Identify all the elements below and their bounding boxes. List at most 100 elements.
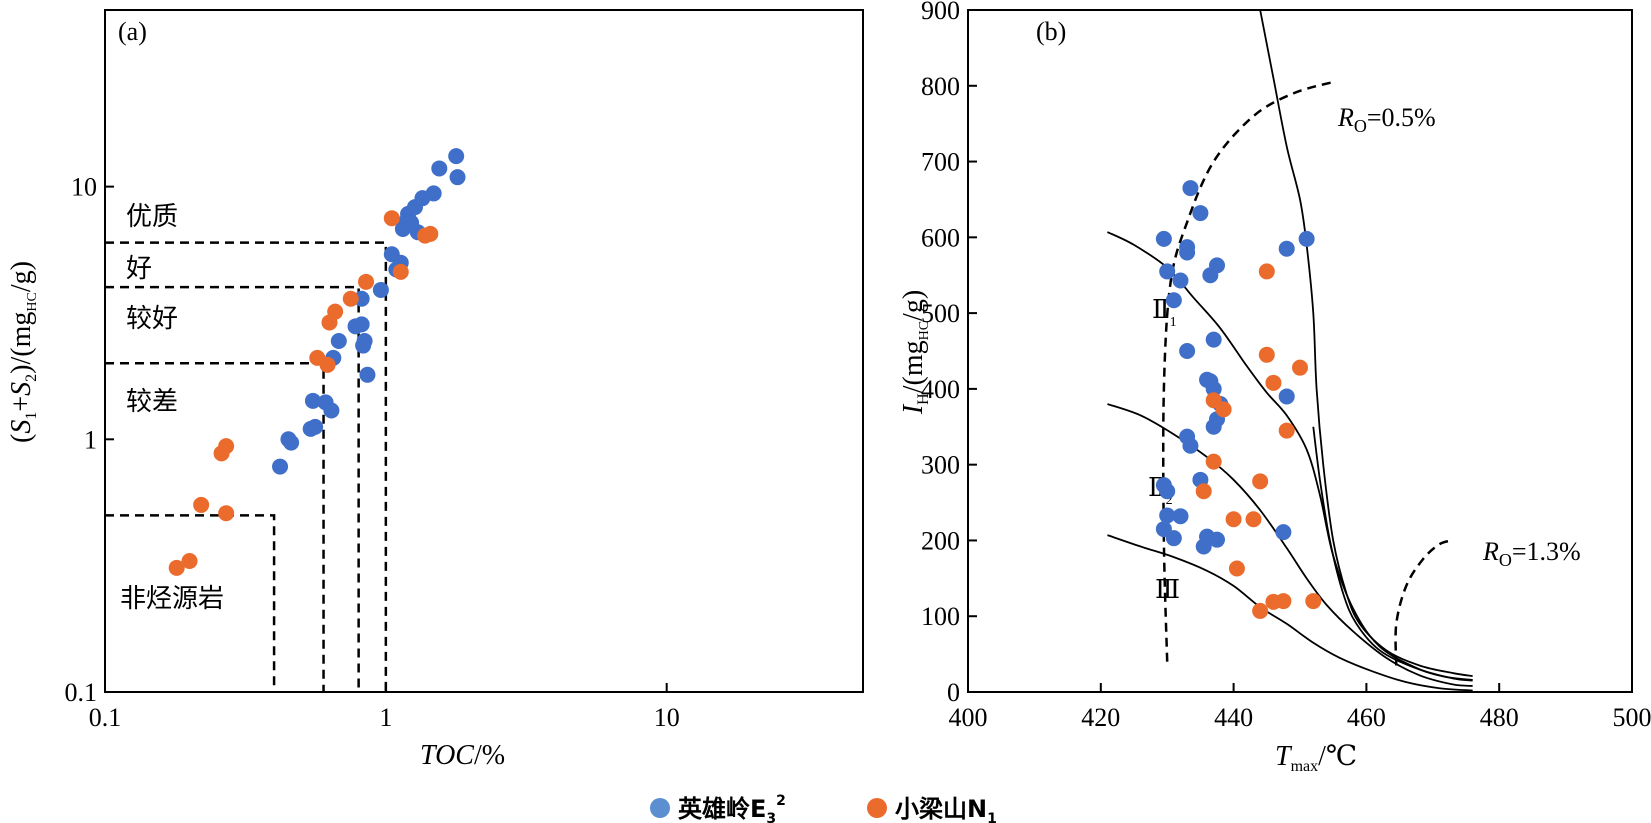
data-point [1195,483,1212,500]
data-point [356,332,373,349]
panel-b-x-ticks: 400 420 440 460 480 500 [949,683,1651,732]
y-tick-label: 0 [947,678,960,707]
data-point [1225,511,1242,528]
data-point [353,316,370,333]
data-point [425,185,442,202]
legend-marker-yingxiongling [650,798,670,818]
region-label-non-source: 非烃源岩 [120,584,224,614]
x-tick-label: 1 [379,703,392,732]
data-point [1252,473,1269,490]
y-tick-label: 400 [921,375,960,404]
data-point [1252,602,1269,619]
x-tick-label: 500 [1613,703,1651,732]
data-point [392,263,409,280]
data-point [218,505,235,522]
x-tick-label: 480 [1480,703,1519,732]
data-point [1159,263,1176,280]
data-point [1209,531,1225,548]
data-point [1245,511,1262,528]
data-point [319,356,336,373]
data-point [304,392,321,409]
legend-label-xiaoliangshan: 小梁山N1 [895,795,997,823]
x-tick-label: 10 [654,703,680,732]
data-point [1165,530,1182,547]
data-point [1205,453,1222,470]
x-tick-label: 0.1 [89,703,122,732]
x-tick-label: 400 [949,703,988,732]
panel-a-y-axis-label: (S1+S2)/(mgHC/g) [6,261,40,443]
panel-a-points [168,148,466,576]
data-point [1159,507,1176,524]
data-point [449,169,466,186]
data-point [1278,422,1295,439]
ro-label-0-5: RO=0.5% [1337,103,1436,136]
region-label-excellent: 优质 [126,202,178,232]
legend: 英雄岭E32 小梁山N1 [650,793,997,823]
grade-boundary [105,241,388,692]
panel-b-label: (b) [1036,17,1066,46]
x-tick-label: 440 [1214,703,1253,732]
panel-a-x-ticks: 0.1 1 10 [89,683,680,732]
kerogen-curve-boundary_steep_1 [1259,10,1473,677]
data-point [218,438,235,455]
data-point [358,273,375,290]
data-point [1258,263,1275,280]
panel-a-x-axis-label: TOC/% [420,740,505,771]
data-point [327,303,344,320]
y-tick-label: 800 [921,72,960,101]
data-point [1205,331,1222,348]
data-point [359,366,376,383]
data-point [431,160,448,177]
data-point [1209,257,1225,274]
kerogen-label-III: Ⅲ [1155,575,1180,604]
kerogen-curve-type_III [1107,534,1473,692]
data-point [193,496,210,513]
data-point [1195,538,1212,555]
data-point [168,559,185,576]
region-label-fairly-good: 较好 [126,304,178,334]
y-tick-label: 600 [921,223,960,252]
data-point [272,458,289,475]
y-tick-label: 200 [921,526,960,555]
data-point [1305,593,1322,610]
data-point [1159,483,1176,500]
data-point [1228,560,1245,577]
data-point [1182,437,1199,454]
legend-marker-xiaoliangshan [867,798,887,818]
data-point [1179,343,1196,359]
data-point [1179,239,1196,256]
ro-curve-ro_13 [1394,539,1454,666]
kerogen-label-II1: Ⅱ1 [1152,295,1177,330]
panel-b-frame [967,9,1633,693]
data-point [1165,292,1182,309]
grade-boundary [105,514,276,692]
data-point [1275,524,1292,541]
panel-b-y-ticks: 0 100 200 300 400 500 600 700 800 900 [921,0,977,707]
data-point [422,225,439,242]
panel-a-frame [104,9,864,693]
y-tick-label: 1 [84,425,97,454]
y-tick-label: 900 [921,0,960,25]
data-point [1292,359,1308,376]
data-point [1258,346,1275,363]
data-point [372,281,389,298]
region-label-good: 好 [126,254,152,284]
kerogen-curve-boundary_steep_2 [1312,426,1473,681]
x-tick-label: 420 [1081,703,1120,732]
data-point [1265,374,1282,391]
data-point [1155,230,1172,247]
panel-a-label: (a) [118,17,147,46]
y-tick-label: 100 [921,602,960,631]
ro-label-1-3: RO=1.3% [1482,537,1581,570]
panel-a-y-ticks: 0.1 1 10 [65,173,114,707]
data-point [1275,593,1292,610]
panel-b-x-axis-label: Tmax/℃ [1275,741,1357,775]
panel-b-y-axis-label: IH/(mgHC/g) [898,290,932,415]
data-point [1172,508,1189,525]
data-point [342,290,359,307]
data-point [383,210,400,227]
y-tick-label: 700 [921,148,960,177]
